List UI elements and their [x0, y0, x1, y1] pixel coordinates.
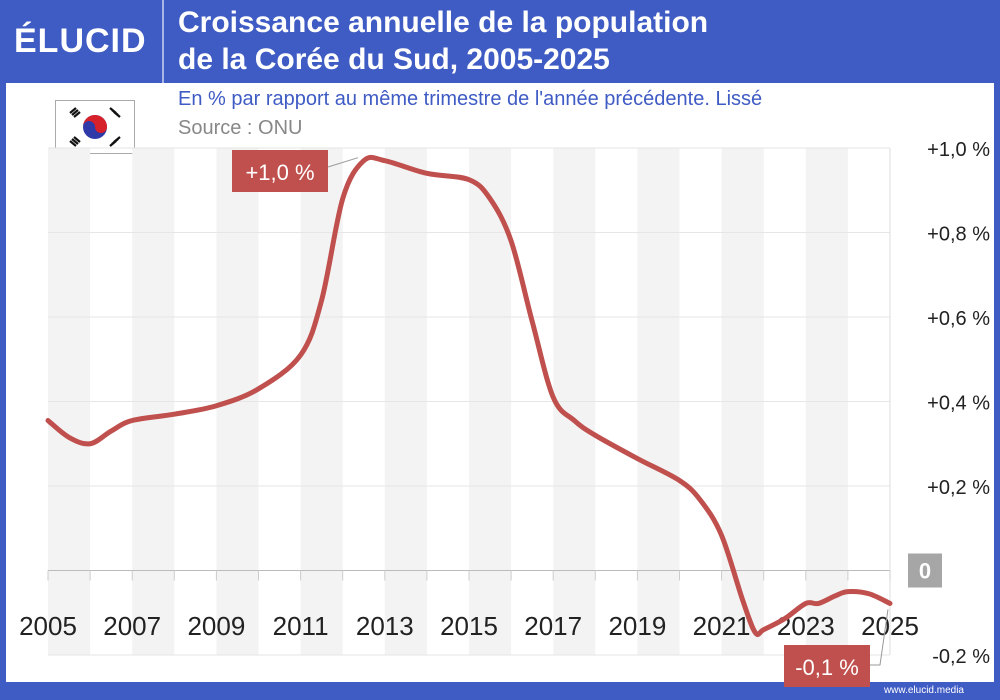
x-tick-label: 2005 [19, 611, 77, 641]
y-tick-label: +0,8 % [927, 224, 990, 246]
y-tick-label: 0 [919, 559, 931, 584]
y-tick-label: +0,2 % [927, 477, 990, 499]
chart-subtitle: En % par rapport au même trimestre de l'… [178, 88, 763, 110]
chart-title: Croissance annuelle de la population de … [178, 4, 708, 78]
header-divider [162, 0, 164, 83]
x-tick-label: 2009 [187, 611, 245, 641]
annotation-max-label: +1,0 % [245, 160, 314, 185]
x-tick-label: 2011 [273, 611, 329, 641]
x-tick-label: 2025 [861, 611, 919, 641]
series-line [45, 154, 893, 638]
x-tick-label: 2007 [103, 611, 161, 641]
annotation-leader [327, 157, 359, 168]
footer-url: www.elucid.media [883, 685, 964, 696]
elucid-logo: ÉLUCID [14, 22, 147, 60]
y-tick-label: +1,0 % [927, 139, 990, 161]
x-tick-label: 2017 [524, 611, 582, 641]
annotation-max-box [232, 150, 328, 192]
y-tick-label: -0,2 % [932, 646, 990, 668]
x-tick-label: 2015 [440, 611, 498, 641]
zero-label-box [908, 553, 942, 588]
x-tick-label: 2021 [693, 611, 751, 641]
y-tick-label: +0,4 % [927, 393, 990, 415]
y-tick-label: +0,6 % [927, 308, 990, 330]
chart-source: Source : ONU [178, 117, 303, 139]
x-tick-label: 2013 [356, 611, 414, 641]
x-tick-label: 2019 [608, 611, 666, 641]
title-line-1: Croissance annuelle de la population [178, 6, 709, 39]
annotation-leader [870, 609, 889, 666]
annotation-last-box [784, 645, 870, 687]
south-korea-flag-icon [55, 100, 135, 154]
annotation-last-label: -0,1 % [795, 655, 859, 680]
title-line-2: de la Corée du Sud, 2005-2025 [178, 43, 610, 76]
